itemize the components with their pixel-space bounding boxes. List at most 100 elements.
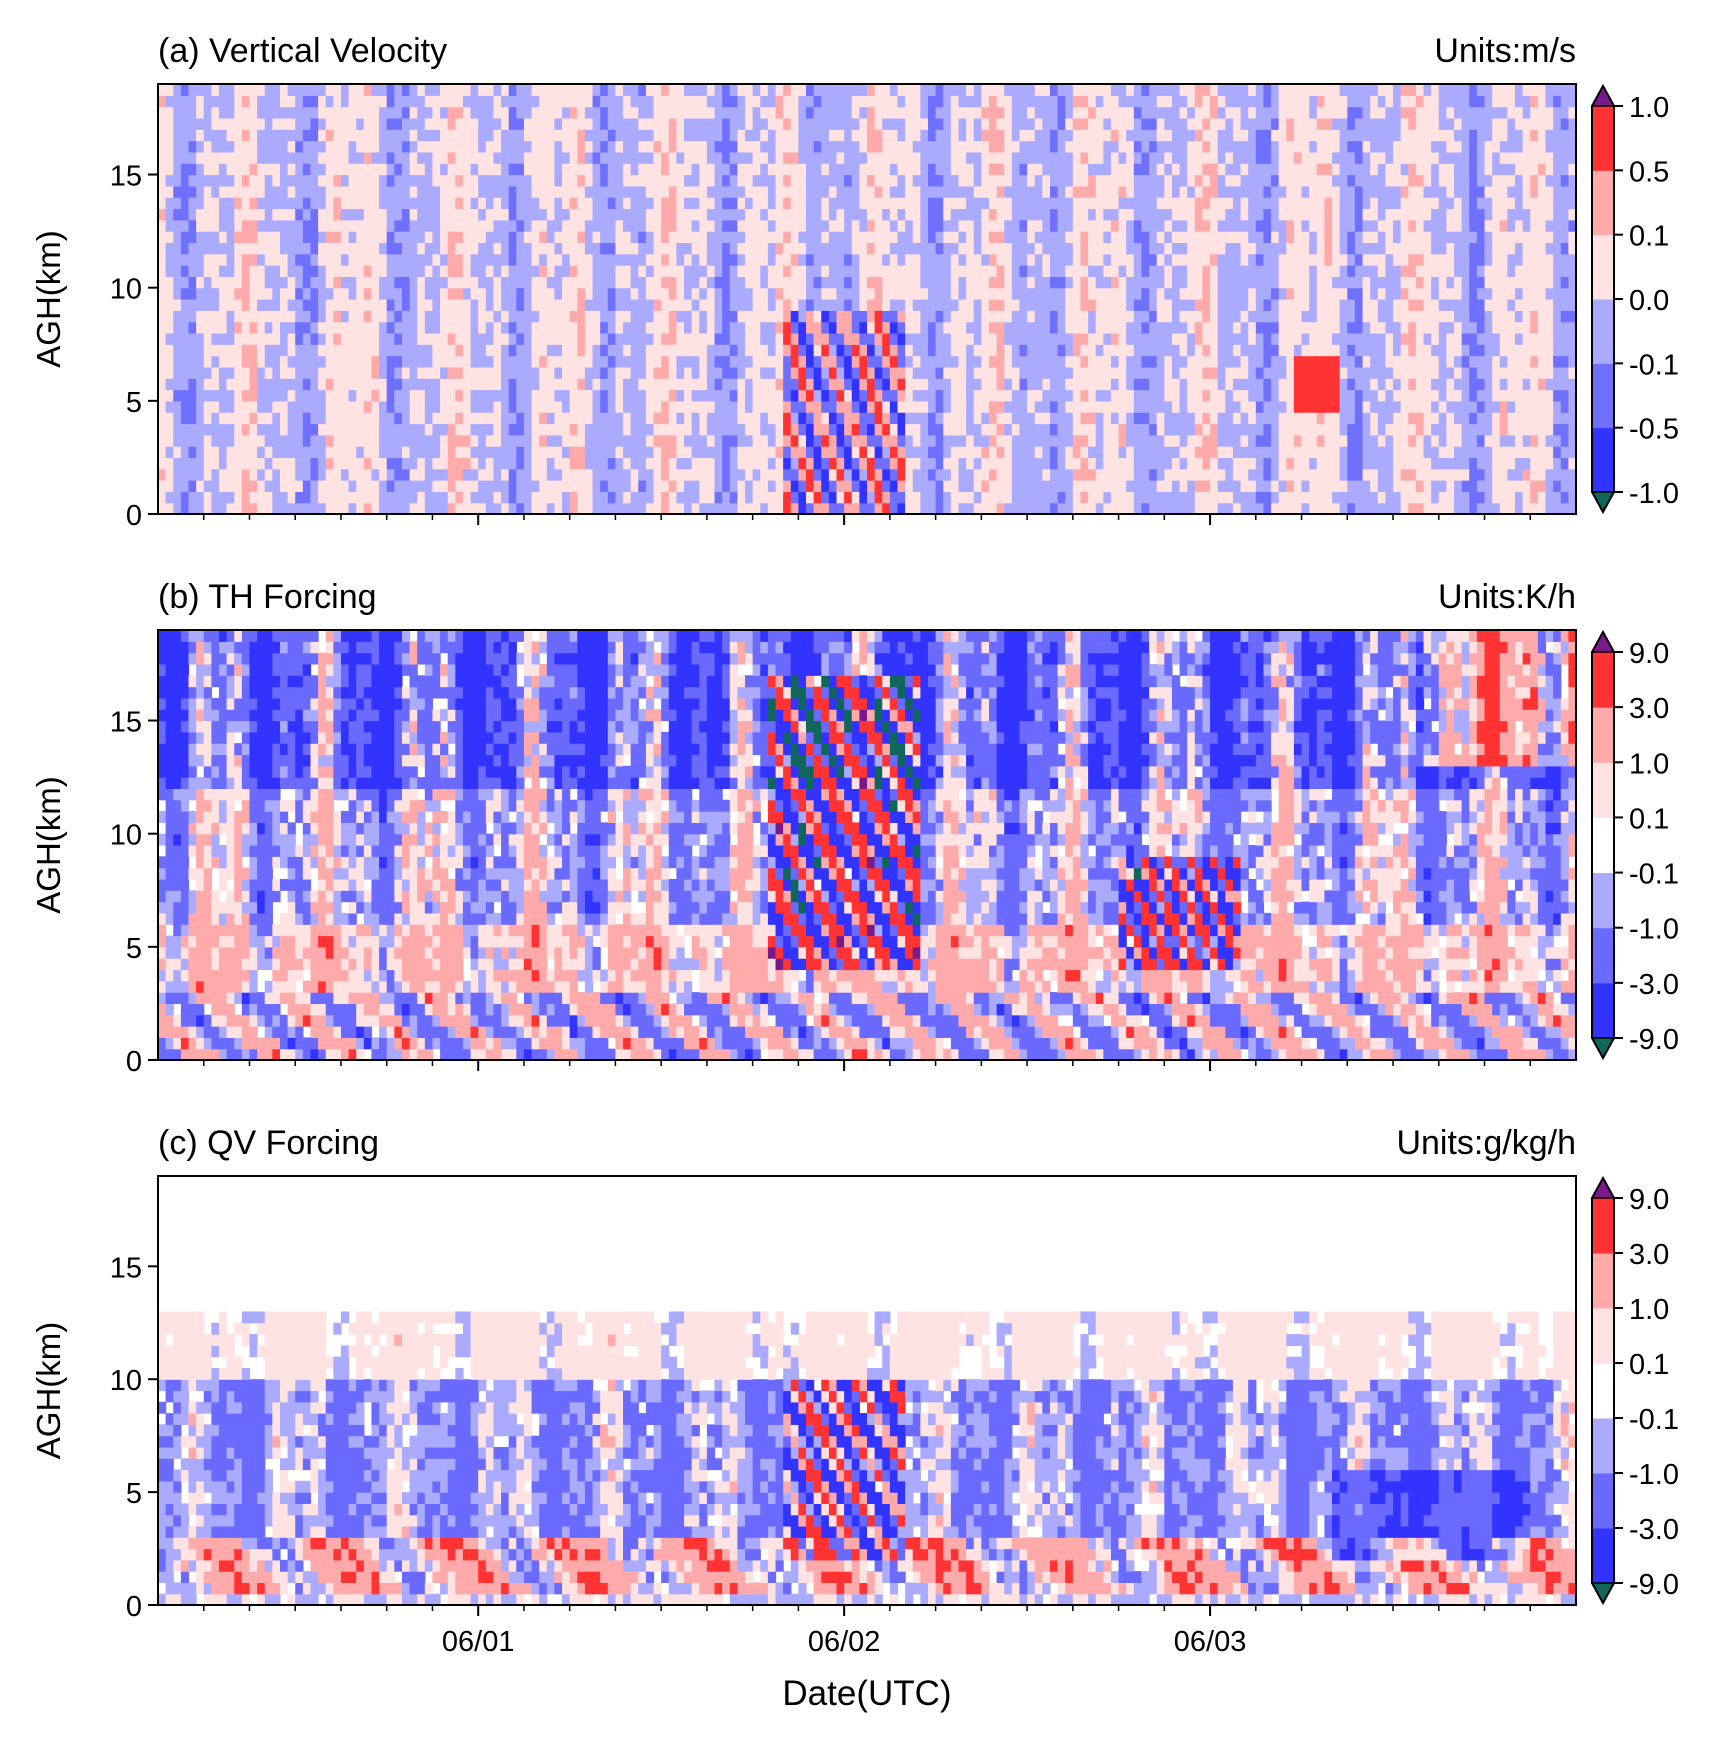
heatmap-cell xyxy=(790,491,799,504)
heatmap-cell xyxy=(501,366,510,379)
heatmap-cell xyxy=(1126,446,1135,459)
heatmap-cell xyxy=(546,265,556,277)
heatmap-cell xyxy=(462,185,472,198)
heatmap-cell xyxy=(966,366,975,379)
heatmap-cell xyxy=(920,446,929,459)
heatmap-cell xyxy=(424,95,434,108)
heatmap-cell xyxy=(546,480,556,492)
heatmap-cell xyxy=(165,265,174,277)
heatmap-cell xyxy=(218,287,228,300)
heatmap-cell xyxy=(874,276,883,289)
heatmap-cell xyxy=(981,117,990,130)
heatmap-cell xyxy=(485,219,495,232)
heatmap-cell xyxy=(394,299,403,311)
heatmap-cell xyxy=(889,332,899,345)
heatmap-cell xyxy=(1027,480,1036,492)
heatmap-cell xyxy=(874,480,883,492)
heatmap-cell xyxy=(943,140,952,153)
heatmap-cell xyxy=(630,95,639,108)
heatmap-cell xyxy=(927,468,937,481)
heatmap-cell xyxy=(790,208,799,221)
heatmap-cell xyxy=(920,344,929,357)
heatmap-cell xyxy=(927,197,937,210)
heatmap-cell xyxy=(729,423,738,436)
heatmap-cell xyxy=(440,468,449,481)
heatmap-cell xyxy=(401,491,411,504)
heatmap-cell xyxy=(493,276,502,289)
heatmap-cell xyxy=(1088,117,1097,130)
heatmap-cell xyxy=(470,491,479,504)
heatmap-cell xyxy=(379,129,388,142)
heatmap-cell xyxy=(836,389,845,402)
heatmap-cell xyxy=(897,219,906,232)
heatmap-cell xyxy=(447,84,456,96)
heatmap-cell xyxy=(455,366,464,379)
heatmap-cell xyxy=(234,434,243,447)
heatmap-cell xyxy=(539,117,548,130)
heatmap-cell xyxy=(706,208,716,221)
heatmap-cell xyxy=(897,95,906,108)
heatmap-cell xyxy=(348,265,357,277)
heatmap-cell xyxy=(462,400,472,413)
heatmap-cell xyxy=(684,208,693,221)
heatmap-cell xyxy=(966,95,975,108)
heatmap-cell xyxy=(188,366,197,379)
heatmap-cell xyxy=(523,446,533,459)
heatmap-cell xyxy=(973,197,982,210)
heatmap-cell xyxy=(958,412,967,425)
heatmap-cell xyxy=(867,231,876,244)
heatmap-cell xyxy=(966,468,975,481)
heatmap-cell xyxy=(218,378,228,391)
heatmap-cell xyxy=(371,480,380,492)
heatmap-cell xyxy=(1133,366,1143,379)
heatmap-cell xyxy=(340,491,350,504)
heatmap-cell xyxy=(638,276,647,289)
heatmap-cell xyxy=(401,197,411,210)
heatmap-cell xyxy=(1149,219,1158,232)
heatmap-cell xyxy=(455,276,464,289)
heatmap-cell xyxy=(745,276,754,289)
heatmap-cell xyxy=(432,457,441,470)
heatmap-cell xyxy=(264,412,273,425)
heatmap-cell xyxy=(241,163,251,176)
heatmap-cell xyxy=(554,332,563,345)
heatmap-cell xyxy=(851,423,860,436)
heatmap-cell xyxy=(394,457,403,470)
heatmap-cell xyxy=(188,151,197,164)
heatmap-cell xyxy=(729,332,738,345)
heatmap-cell xyxy=(699,140,708,153)
heatmap-cell xyxy=(1049,423,1059,436)
heatmap-cell xyxy=(1042,163,1051,176)
heatmap-cell xyxy=(706,434,716,447)
heatmap-cell xyxy=(447,480,456,492)
heatmap-cell xyxy=(287,276,296,289)
heatmap-cell xyxy=(203,434,212,447)
heatmap-cell xyxy=(1149,287,1158,300)
heatmap-cell xyxy=(828,276,838,289)
heatmap-cell xyxy=(241,355,251,368)
heatmap-cell xyxy=(600,355,609,368)
heatmap-cell xyxy=(394,242,403,255)
heatmap-cell xyxy=(539,231,548,244)
heatmap-cell xyxy=(706,412,716,425)
heatmap-cell xyxy=(279,457,289,470)
heatmap-cell xyxy=(218,197,228,210)
heatmap-cell xyxy=(523,287,533,300)
heatmap-cell xyxy=(1088,468,1097,481)
heatmap-cell xyxy=(401,208,411,221)
heatmap-cell xyxy=(958,310,967,323)
heatmap-cell xyxy=(203,129,212,142)
heatmap-cell xyxy=(1080,480,1089,492)
heatmap-cell xyxy=(828,231,838,244)
heatmap-cell xyxy=(348,480,357,492)
heatmap-cell xyxy=(523,208,533,221)
heatmap-cell xyxy=(1095,491,1104,504)
heatmap-cell xyxy=(363,434,373,447)
heatmap-cell xyxy=(173,219,182,232)
heatmap-cell xyxy=(158,423,167,436)
heatmap-cell xyxy=(966,265,975,277)
heatmap-cell xyxy=(775,242,784,255)
heatmap-cell xyxy=(844,231,853,244)
heatmap-cell xyxy=(333,287,342,300)
heatmap-cell xyxy=(973,231,982,244)
